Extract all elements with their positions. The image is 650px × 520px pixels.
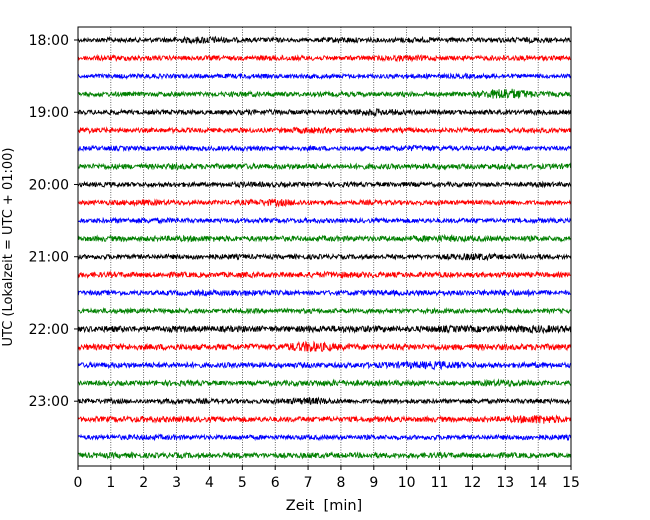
trace-2015: [77, 198, 572, 208]
x-tick-label-13: 13: [496, 475, 514, 491]
x-axis-label: Zeit [min]: [286, 498, 362, 514]
y-axis-label: UTC (Lokalzeit = UTC + 01:00): [1, 148, 16, 347]
trace-1900: [77, 107, 572, 118]
y-axis-ticks: 18:00 19:00 20:00 21:00 22:00 23:00: [29, 33, 78, 410]
x-tick-label-5: 5: [238, 475, 247, 491]
trace-2300: [77, 396, 572, 406]
trace-2345: [77, 451, 572, 460]
trace-2200: [77, 324, 572, 335]
trace-2230: [77, 360, 572, 371]
x-tick-label-0: 0: [74, 475, 83, 491]
trace-2215: [77, 340, 572, 353]
x-tick-label-6: 6: [271, 475, 280, 491]
plot-area: [77, 26, 572, 467]
trace-2145: [77, 306, 572, 315]
y-tick-label-1: 19:00: [29, 105, 69, 121]
trace-1830: [77, 72, 572, 81]
trace-2115: [77, 270, 572, 280]
grid-lines: [110, 27, 539, 466]
traces: [77, 35, 572, 460]
x-tick-label-9: 9: [369, 475, 378, 491]
trace-2100: [77, 252, 572, 262]
trace-2315: [77, 414, 572, 424]
trace-2130: [77, 288, 572, 298]
trace-1915: [77, 126, 572, 135]
plot-background: [78, 27, 571, 466]
trace-1945: [77, 162, 572, 171]
x-tick-label-14: 14: [529, 475, 547, 491]
trace-1815: [77, 53, 572, 63]
x-tick-label-8: 8: [336, 475, 345, 491]
trace-2030: [77, 216, 572, 225]
trace-2330: [77, 433, 572, 442]
y-tick-label-5: 23:00: [29, 394, 69, 410]
x-tick-label-11: 11: [431, 475, 449, 491]
x-tick-label-12: 12: [463, 475, 481, 491]
y-tick-label-2: 20:00: [29, 177, 69, 193]
x-tick-label-2: 2: [139, 475, 148, 491]
x-tick-label-10: 10: [398, 475, 416, 491]
y-tick-label-3: 21:00: [29, 250, 69, 266]
plot-frame: [77, 26, 572, 467]
x-tick-label-15: 15: [562, 475, 580, 491]
x-tick-label-7: 7: [304, 475, 313, 491]
y-tick-label-0: 18:00: [29, 33, 69, 49]
x-axis-ticks: 0 1 2 3 4 5 6 7 8 9 10 11 12 13 14 15: [74, 466, 580, 491]
y-tick-label-4: 22:00: [29, 322, 69, 338]
trace-1800: [77, 35, 572, 45]
trace-1930: [77, 144, 572, 153]
x-tick-label-1: 1: [106, 475, 115, 491]
trace-2000: [77, 180, 572, 189]
x-tick-label-4: 4: [205, 475, 214, 491]
x-tick-label-3: 3: [172, 475, 181, 491]
trace-2245: [77, 378, 572, 388]
trace-1845: [77, 88, 572, 99]
trace-2045: [77, 233, 572, 243]
